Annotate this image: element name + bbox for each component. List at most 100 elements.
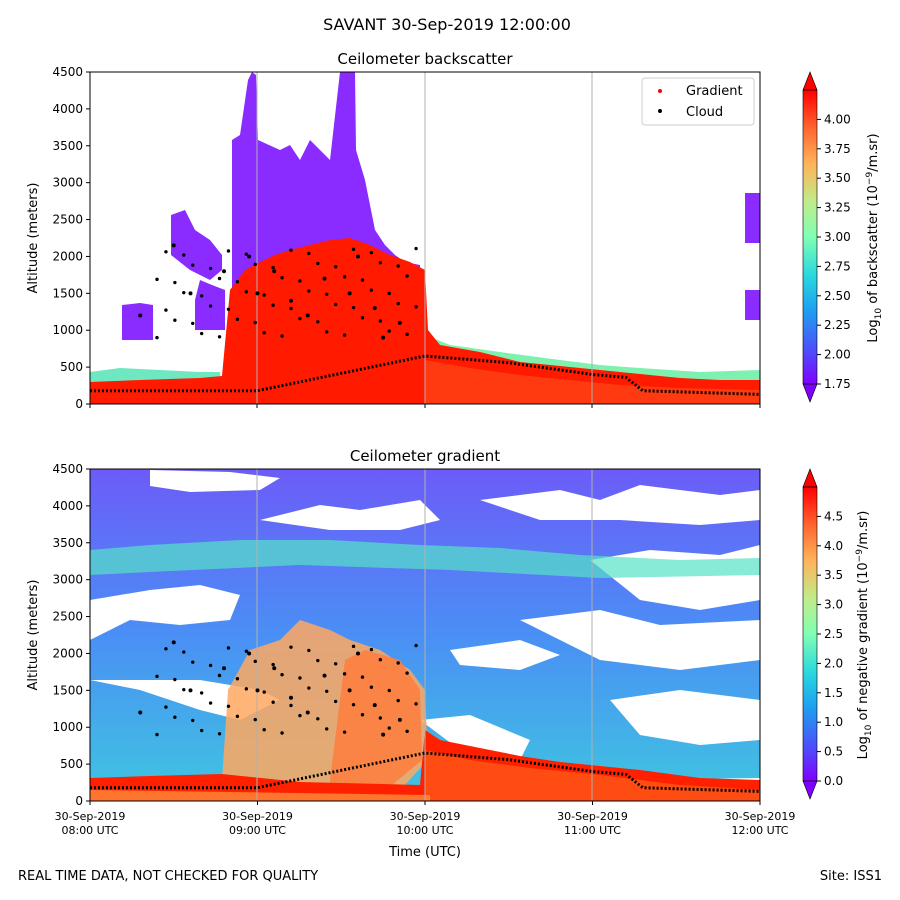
cloud-point [322,673,327,678]
backscatter-y-tick-label: 3500 [52,139,83,153]
cloud-point [396,264,400,268]
legend-gradient-marker [658,89,662,93]
cloud-point [351,247,356,252]
cloud-point [414,305,418,309]
cloud-point [226,646,231,650]
cloud-point [316,261,320,266]
cloud-point [305,313,310,318]
cloud-point [351,644,356,649]
cloud-point [235,280,240,284]
cloud-point [226,307,231,311]
gradient-xlabel: Time (UTC) [388,845,461,860]
cloud-point [360,316,365,320]
cloud-point [316,717,320,721]
cloud-point [298,676,302,680]
backscatter-colorbar-tick-label: 3.75 [824,142,851,156]
cloud-point [298,713,302,718]
cloud-point [333,302,338,307]
cloud-point [255,688,260,693]
cloud-point [316,658,320,663]
gradient-ylabel: Altitude (meters) [26,580,41,691]
cloud-point [171,640,176,645]
cloud-point [378,319,383,323]
backscatter-cloud-base-line [90,354,760,396]
cloud-point [387,726,391,730]
cloud-point [222,666,226,671]
backscatter-y-axis: 0 500 1000 1500 2000 2500 3000 3500 4000 4500 [52,65,90,411]
gradient-y-tick-label: 1000 [52,720,83,734]
cloud-point [298,279,302,283]
cloud-point [247,254,252,259]
gradient-colorbar-tick-label: 0.0 [824,774,843,788]
cloud-point [262,690,266,694]
cloud-point [271,662,275,667]
cloud-point [356,254,360,259]
cloud-point [405,671,409,675]
cloud-point [272,666,277,671]
cloud-point [164,705,168,709]
cloud-point [226,704,231,708]
cloud-point [155,732,159,737]
cloud-point [208,304,213,308]
gradient-title: Ceilometer gradient [350,447,500,465]
cloud-point [208,663,213,668]
cloud-point [360,278,365,282]
cloud-point [305,710,310,715]
cloud-point [199,294,204,298]
backscatter-x-ticks [89,404,761,408]
cloud-point [217,335,222,339]
cloud-point [271,265,275,270]
cloud-point [333,699,338,704]
cloud-point [191,718,195,723]
cloud-point [262,728,266,732]
gradient-x-tick-label: 30-Sep-2019 11:00 UTC [557,810,628,837]
cloud-point [414,643,418,648]
cloud-point [378,716,383,720]
cloud-point [289,248,293,252]
backscatter-y-tick-label: 2500 [52,213,83,227]
cloud-point [307,648,311,653]
cloud-point [182,687,186,692]
backscatter-colorbar-label: Log10 of backscatter (10−9/m.sr) [865,133,884,342]
backscatter-colorbar-tick-label: 2.25 [824,318,851,332]
cloud-point [289,298,293,303]
gradient-colorbar-tick-label: 3.0 [824,598,843,612]
cloud-point [342,275,347,279]
cloud-point [280,334,284,338]
backscatter-colorbar-tick-label: 2.00 [824,348,851,362]
gradient-y-tick-label: 2500 [52,610,83,624]
cloud-point [307,686,311,690]
cloud-point [369,647,374,652]
gradient-y-tick-label: 1500 [52,683,83,697]
gradient-x-tick-label: 30-Sep-2019 12:00 UTC [725,810,796,837]
gradient-y-axis: 0 500 1000 1500 2000 2500 3000 3500 4000 4500 [52,462,90,808]
cloud-point [322,276,327,281]
gradient-colorbar-tick-label: 4.0 [824,539,843,553]
cloud-point [387,688,391,693]
cloud-point [217,276,222,281]
gradient-panel: Ceilometer gradient [26,447,874,860]
cloud-point [173,318,177,322]
cloud-point [360,713,365,717]
cloud-point [325,330,329,334]
cloud-point [342,333,347,337]
quality-disclaimer: REAL TIME DATA, NOT CHECKED FOR QUALITY [18,869,319,884]
cloud-point [280,275,284,280]
backscatter-legend: Gradient Cloud [641,77,755,126]
cloud-point [188,688,193,693]
cloud-point [253,717,257,722]
cloud-point [235,677,240,681]
cloud-point [199,728,204,733]
cloud-point [244,649,249,653]
backscatter-title: Ceilometer backscatter [337,50,513,68]
cloud-point [397,717,402,722]
cloud-point [155,674,159,679]
cloud-point [298,316,302,321]
cloud-point [397,320,402,325]
cloud-point [342,730,347,734]
cloud-point [262,331,266,335]
cloud-point [307,289,311,293]
cloud-point [208,266,213,271]
cloud-point [235,714,240,719]
gradient-y-tick-label: 500 [60,757,83,771]
